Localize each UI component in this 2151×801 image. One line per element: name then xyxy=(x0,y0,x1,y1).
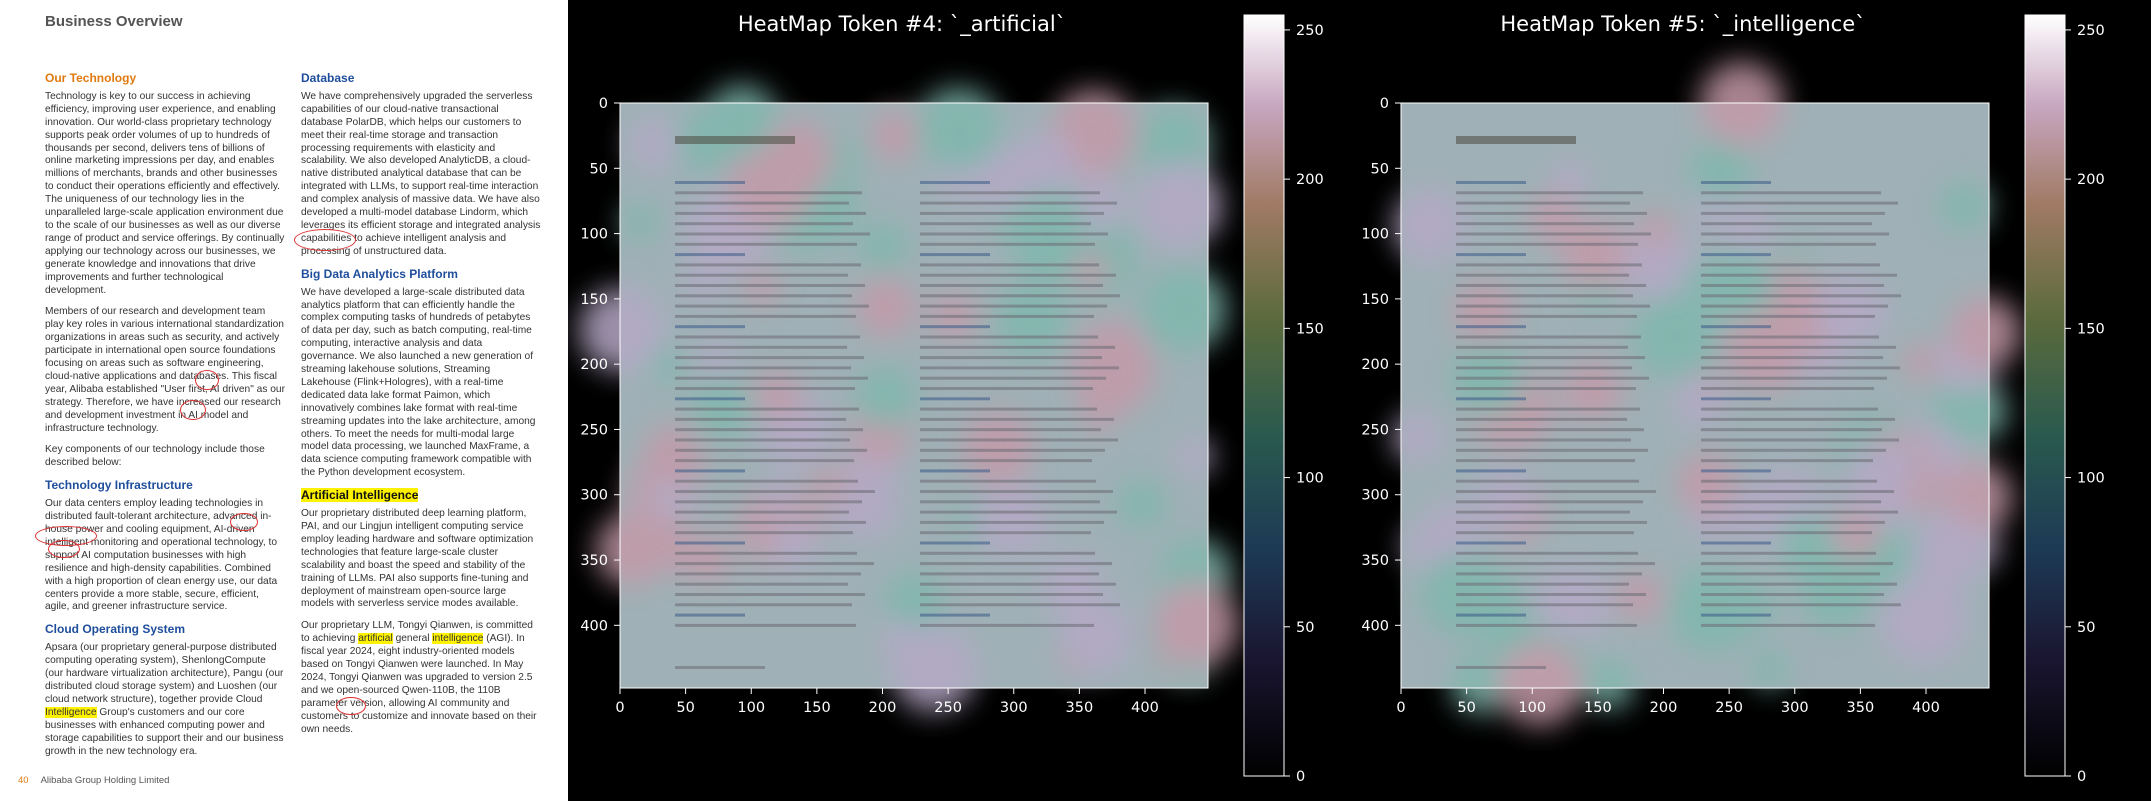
colorbar-tick-label: 200 xyxy=(1296,172,1324,188)
body-paragraph: Our proprietary distributed deep learnin… xyxy=(301,508,534,610)
x-tick-label: 400 xyxy=(1131,700,1159,716)
x-tick-label: 50 xyxy=(1457,700,1475,716)
y-tick-label: 250 xyxy=(1361,422,1389,438)
section-heading-text: Artificial Intelligence xyxy=(301,488,419,503)
colorbar-tick-label: 50 xyxy=(2077,620,2095,636)
colorbar-tick-label: 200 xyxy=(2077,172,2105,188)
y-tick-label: 150 xyxy=(580,292,608,308)
x-tick-label: 150 xyxy=(803,700,831,716)
x-tick-label: 250 xyxy=(1715,700,1743,716)
x-tick-label: 350 xyxy=(1847,700,1875,716)
y-tick-label: 50 xyxy=(1371,161,1389,177)
x-tick-label: 200 xyxy=(869,700,897,716)
page-title: Business Overview xyxy=(45,13,183,30)
body-paragraph: Apsara (our proprietary general-purpose … xyxy=(45,642,284,757)
colorbar-tick-label: 150 xyxy=(1296,321,1324,337)
colorbar-tick-label: 250 xyxy=(2077,23,2105,39)
y-tick-label: 0 xyxy=(1380,96,1389,112)
colorbar-tick-label: 50 xyxy=(1296,620,1314,636)
right-text-column: Database We have comprehensively upgraded… xyxy=(301,70,541,746)
x-tick-label: 50 xyxy=(676,700,694,716)
heatmap-panel-artificial: HeatMap Token #4: `_artificial` 0 50 100 150… xyxy=(579,12,1324,785)
x-tick-label: 300 xyxy=(1000,700,1028,716)
y-tick-label: 400 xyxy=(1361,618,1389,634)
left-text-column: Our Technology Technology is key to our s… xyxy=(45,70,285,767)
page-number: 40 xyxy=(18,775,29,786)
colorbar-tick-label: 150 xyxy=(2077,321,2105,337)
y-tick-label: 300 xyxy=(580,488,608,504)
x-tick-label: 150 xyxy=(1584,700,1612,716)
section-heading: Big Data Analytics Platform xyxy=(301,266,458,281)
x-tick-label: 0 xyxy=(1396,700,1405,716)
colorbar-tick-label: 100 xyxy=(1296,471,1324,487)
x-tick-label: 350 xyxy=(1066,700,1094,716)
y-tick-label: 200 xyxy=(1361,357,1389,373)
chart-title: HeatMap Token #4: `_artificial` xyxy=(738,12,1066,37)
body-paragraph: Technology is key to our success in achi… xyxy=(45,90,285,296)
x-tick-label: 200 xyxy=(1650,700,1678,716)
y-tick-label: 250 xyxy=(580,422,608,438)
footer-company: Alibaba Group Holding Limited xyxy=(40,775,170,786)
colorbar-tick-label: 100 xyxy=(2077,471,2105,487)
chart-title: HeatMap Token #5: `_intelligence` xyxy=(1500,12,1865,37)
y-tick-label: 350 xyxy=(580,553,608,569)
page-footer: 40 Alibaba Group Holding Limited xyxy=(18,775,169,786)
document-page: Business Overview Our Technology Technolo… xyxy=(0,0,568,801)
x-tick-label: 100 xyxy=(737,700,765,716)
y-tick-label: 200 xyxy=(580,357,608,373)
x-tick-label: 300 xyxy=(1781,700,1809,716)
y-tick-label: 0 xyxy=(599,96,608,112)
body-paragraph: Key components of our technology include… xyxy=(45,444,265,469)
colorbar-tick-label: 0 xyxy=(2077,769,2086,785)
body-paragraph: Our proprietary LLM, Tongyi Qianwen, is … xyxy=(301,620,537,735)
x-tick-label: 250 xyxy=(934,700,962,716)
colorbar-tick-label: 0 xyxy=(1296,769,1305,785)
y-tick-label: 50 xyxy=(590,161,608,177)
section-heading: Our Technology xyxy=(45,71,137,85)
colorbar xyxy=(1243,14,1285,777)
colorbar xyxy=(2024,14,2066,777)
y-tick-label: 100 xyxy=(580,227,608,243)
section-heading: Artificial Intelligence xyxy=(301,488,541,503)
x-tick-label: 100 xyxy=(1518,700,1546,716)
body-paragraph: Our data centers employ leading technolo… xyxy=(45,498,278,613)
x-tick-label: 400 xyxy=(1912,700,1940,716)
section-heading: Technology Infrastructure xyxy=(45,478,193,493)
x-tick-label: 0 xyxy=(615,700,624,716)
y-tick-label: 150 xyxy=(1361,292,1389,308)
body-paragraph: We have developed a large-scale distribu… xyxy=(301,286,536,479)
y-tick-label: 100 xyxy=(1361,227,1389,243)
section-heading: Database xyxy=(301,71,355,85)
y-tick-label: 300 xyxy=(1361,488,1389,504)
colorbar-tick-label: 250 xyxy=(1296,23,1324,39)
y-tick-label: 350 xyxy=(1361,553,1389,569)
section-heading: Cloud Operating System xyxy=(45,622,186,637)
body-paragraph: Members of our research and development … xyxy=(45,306,285,434)
y-tick-label: 400 xyxy=(580,618,608,634)
heatmap-panel-intelligence: HeatMap Token #5: `_intelligence` 0 50 100 1… xyxy=(1361,12,2105,785)
body-paragraph: We have comprehensively upgraded the ser… xyxy=(301,90,541,257)
